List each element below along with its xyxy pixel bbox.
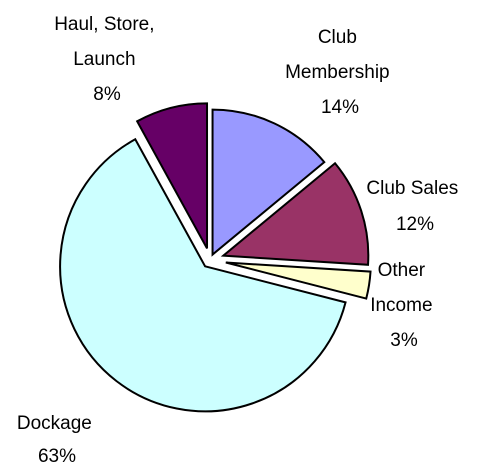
slice-percent-label: 14%	[321, 97, 359, 118]
slice-label-line: Launch	[73, 49, 135, 70]
slice-label-club-sales: Club Sales 12%	[366, 178, 463, 235]
slice-label-line: Income	[370, 295, 432, 316]
pie-slice-haul-store-launch	[135, 102, 209, 249]
slice-label-club-membership: Club Membership 14%	[285, 27, 395, 118]
slice-percent-label: 12%	[396, 214, 434, 235]
slice-percent-label: 63%	[38, 446, 76, 466]
pie-slice-club-sales	[220, 161, 370, 266]
slice-percent-label: 8%	[93, 84, 121, 105]
pie-slice-other-income	[225, 261, 372, 300]
pie-labels: Club Membership 14% Club Sales 12% Other…	[17, 14, 463, 466]
slice-label-line: Membership	[285, 62, 390, 83]
slice-percent-label: 3%	[390, 330, 418, 351]
slice-label-line: Haul, Store,	[54, 14, 154, 35]
slice-label-line: Other	[378, 260, 426, 281]
slice-label-other-income: Other Income 3%	[370, 260, 438, 351]
slice-label-line: Dockage	[17, 413, 92, 434]
pie-slice-club-membership	[211, 108, 326, 257]
pie-slice-dockage	[59, 137, 347, 413]
slice-label-dockage: Dockage 63%	[17, 413, 97, 466]
pie-slices	[59, 102, 372, 413]
slice-label-line: Club	[318, 27, 357, 48]
slice-label-line: Club Sales	[366, 178, 458, 199]
slice-label-haul-store-launch: Haul, Store, Launch 8%	[54, 14, 160, 105]
